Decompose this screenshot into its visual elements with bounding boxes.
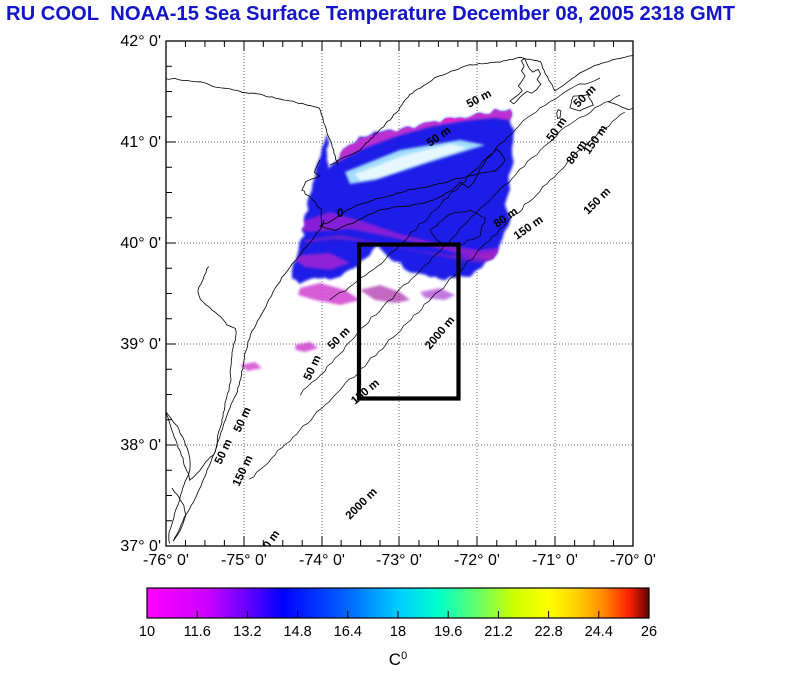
svg-text:150 m: 150 m xyxy=(512,214,546,243)
svg-text:19.6: 19.6 xyxy=(434,624,462,640)
svg-text:-75° 0': -75° 0' xyxy=(221,552,267,569)
svg-text:50 m: 50 m xyxy=(326,325,353,352)
svg-text:150 m: 150 m xyxy=(582,123,611,157)
svg-text:C0: C0 xyxy=(389,650,407,669)
svg-text:10: 10 xyxy=(139,624,155,640)
svg-text:2000 m: 2000 m xyxy=(344,486,380,522)
svg-text:39° 0': 39° 0' xyxy=(120,336,161,353)
svg-text:18: 18 xyxy=(390,624,406,640)
svg-text:150 m: 150 m xyxy=(349,377,382,407)
svg-text:50 m: 50 m xyxy=(213,437,235,466)
svg-text:50 m: 50 m xyxy=(465,88,494,111)
svg-text:14.8: 14.8 xyxy=(283,624,311,640)
svg-text:50 m: 50 m xyxy=(572,83,599,110)
svg-text:26: 26 xyxy=(641,624,657,640)
svg-text:-74° 0': -74° 0' xyxy=(299,552,345,569)
svg-text:150 m: 150 m xyxy=(582,186,614,218)
svg-text:42° 0': 42° 0' xyxy=(120,33,161,50)
svg-text:-73° 0': -73° 0' xyxy=(376,552,422,569)
svg-text:11.6: 11.6 xyxy=(184,624,211,640)
svg-text:50 m: 50 m xyxy=(302,353,324,382)
svg-text:-71° 0': -71° 0' xyxy=(532,552,578,569)
svg-text:-72° 0': -72° 0' xyxy=(454,552,500,569)
svg-text:40° 0': 40° 0' xyxy=(120,235,161,252)
svg-text:41° 0': 41° 0' xyxy=(120,134,161,151)
svg-text:-76° 0': -76° 0' xyxy=(143,552,189,569)
svg-text:24.4: 24.4 xyxy=(585,624,613,640)
svg-text:21.2: 21.2 xyxy=(484,624,512,640)
svg-text:22.8: 22.8 xyxy=(534,624,562,640)
svg-text:38° 0': 38° 0' xyxy=(120,437,161,454)
svg-text:150 m: 150 m xyxy=(231,454,256,489)
svg-text:16.4: 16.4 xyxy=(334,624,362,640)
svg-text:2000 m: 2000 m xyxy=(423,314,457,352)
svg-text:13.2: 13.2 xyxy=(233,624,261,640)
svg-text:50 m: 50 m xyxy=(545,115,570,143)
svg-text:50 m: 50 m xyxy=(232,405,254,434)
svg-text:-70° 0': -70° 0' xyxy=(610,552,656,569)
